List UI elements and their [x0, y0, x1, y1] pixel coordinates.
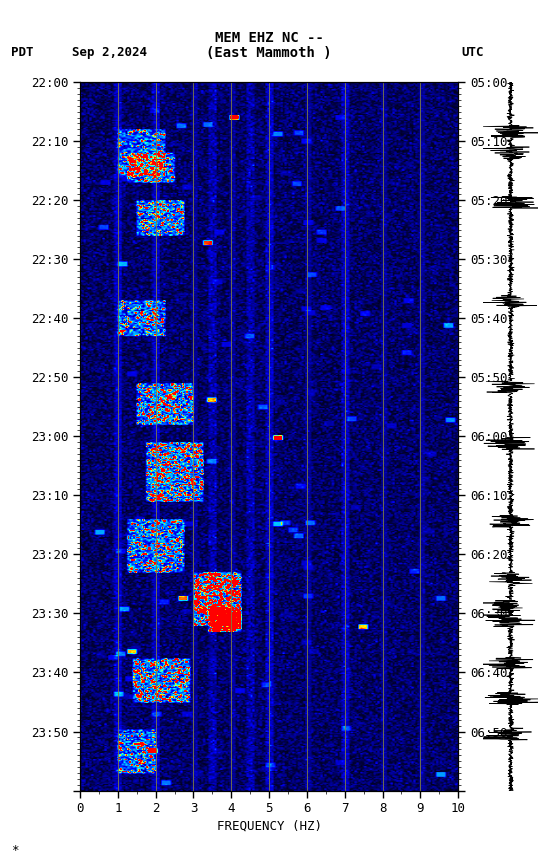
Text: (East Mammoth ): (East Mammoth ) — [206, 47, 332, 60]
Text: MEM EHZ NC --: MEM EHZ NC -- — [215, 31, 323, 45]
X-axis label: FREQUENCY (HZ): FREQUENCY (HZ) — [216, 820, 322, 833]
Text: Sep 2,2024: Sep 2,2024 — [72, 46, 147, 60]
Text: *: * — [11, 844, 19, 857]
Text: UTC: UTC — [461, 46, 484, 60]
Text: PDT: PDT — [11, 46, 34, 60]
